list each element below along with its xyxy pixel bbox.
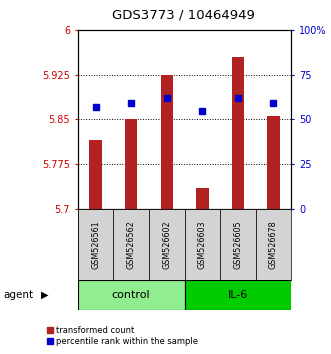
Bar bbox=[267, 116, 280, 209]
Bar bbox=[149, 209, 185, 280]
Bar bbox=[89, 140, 102, 209]
Text: control: control bbox=[112, 290, 151, 300]
Text: GSM526678: GSM526678 bbox=[269, 220, 278, 269]
Text: IL-6: IL-6 bbox=[228, 290, 248, 300]
Bar bbox=[185, 280, 291, 310]
Bar bbox=[113, 209, 149, 280]
Bar bbox=[196, 188, 209, 209]
Text: GSM526561: GSM526561 bbox=[91, 220, 100, 269]
Text: GDS3773 / 10464949: GDS3773 / 10464949 bbox=[112, 9, 255, 22]
Legend: transformed count, percentile rank within the sample: transformed count, percentile rank withi… bbox=[47, 326, 198, 346]
Bar bbox=[161, 75, 173, 209]
Text: GSM526603: GSM526603 bbox=[198, 220, 207, 269]
Bar bbox=[232, 57, 244, 209]
Text: GSM526605: GSM526605 bbox=[233, 220, 242, 269]
Bar bbox=[256, 209, 291, 280]
Text: ▶: ▶ bbox=[41, 290, 48, 300]
Text: GSM526602: GSM526602 bbox=[162, 220, 171, 269]
Bar bbox=[78, 209, 113, 280]
Bar bbox=[185, 209, 220, 280]
Text: GSM526562: GSM526562 bbox=[127, 220, 136, 269]
Bar bbox=[78, 280, 185, 310]
Bar bbox=[220, 209, 256, 280]
Bar bbox=[125, 120, 137, 209]
Text: agent: agent bbox=[3, 290, 33, 300]
